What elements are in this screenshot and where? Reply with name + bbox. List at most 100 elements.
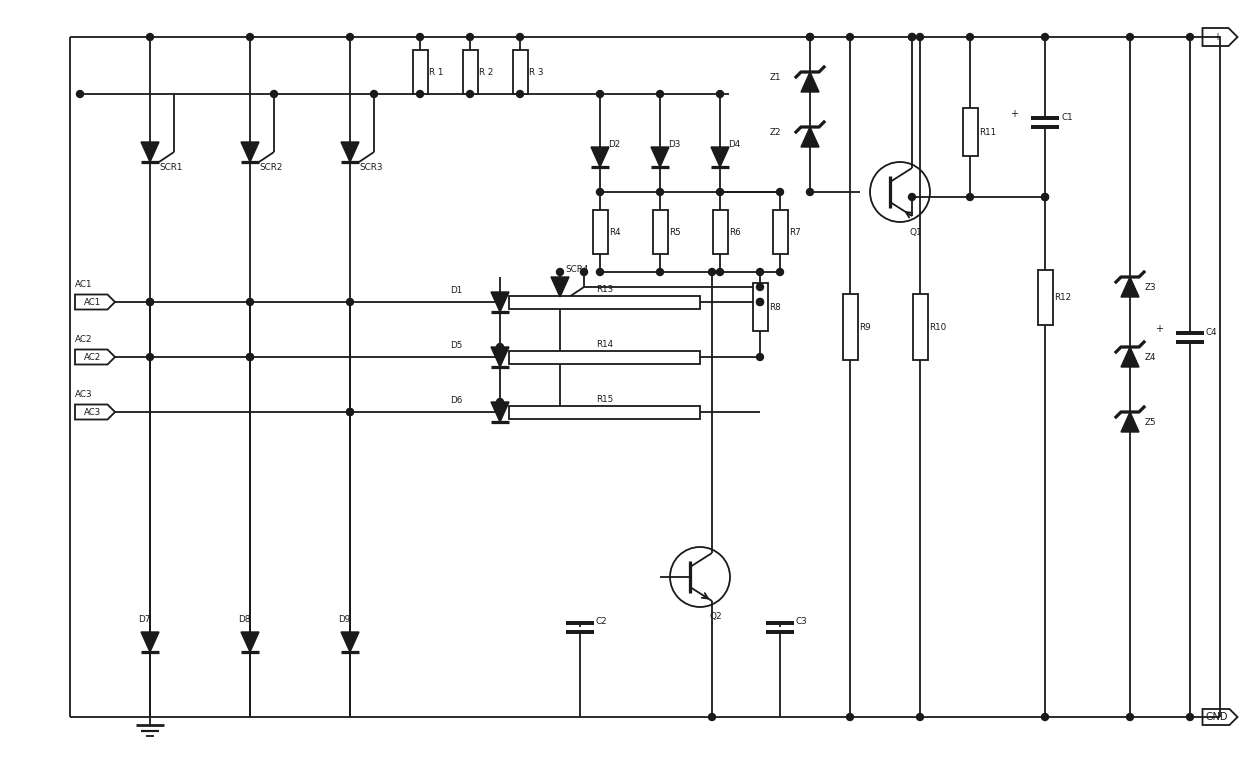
Text: R4: R4 bbox=[609, 228, 621, 236]
Circle shape bbox=[496, 409, 503, 416]
Polygon shape bbox=[141, 632, 159, 652]
Text: GND: GND bbox=[1205, 712, 1229, 722]
Text: D7: D7 bbox=[138, 615, 150, 625]
Text: D6: D6 bbox=[450, 395, 463, 404]
Circle shape bbox=[916, 714, 924, 721]
Text: AC1: AC1 bbox=[74, 279, 93, 288]
Bar bbox=[913, 294, 928, 360]
Text: +: + bbox=[1011, 109, 1018, 119]
Circle shape bbox=[247, 298, 253, 306]
Circle shape bbox=[1042, 194, 1049, 201]
Text: R5: R5 bbox=[670, 228, 681, 236]
Circle shape bbox=[596, 91, 604, 98]
Circle shape bbox=[806, 33, 813, 41]
Text: Z2: Z2 bbox=[770, 127, 781, 136]
Text: D5: D5 bbox=[450, 341, 463, 350]
Text: +: + bbox=[1154, 324, 1163, 334]
Circle shape bbox=[247, 33, 253, 41]
Bar bbox=[413, 50, 428, 94]
Polygon shape bbox=[551, 277, 569, 297]
Polygon shape bbox=[651, 147, 670, 167]
Bar bbox=[512, 50, 527, 94]
Text: D2: D2 bbox=[608, 139, 620, 148]
Circle shape bbox=[717, 188, 723, 195]
Circle shape bbox=[776, 188, 784, 195]
Polygon shape bbox=[491, 402, 508, 422]
Circle shape bbox=[466, 91, 474, 98]
Text: D9: D9 bbox=[339, 615, 350, 625]
Text: R14: R14 bbox=[596, 339, 613, 348]
Text: R6: R6 bbox=[729, 228, 740, 236]
Polygon shape bbox=[801, 127, 818, 147]
Polygon shape bbox=[141, 142, 159, 162]
Circle shape bbox=[916, 33, 924, 41]
Bar bbox=[753, 283, 768, 332]
Text: D4: D4 bbox=[728, 139, 740, 148]
Text: Q2: Q2 bbox=[711, 612, 723, 621]
Text: Z1: Z1 bbox=[770, 73, 781, 82]
Circle shape bbox=[806, 188, 813, 195]
Text: D3: D3 bbox=[668, 139, 681, 148]
Polygon shape bbox=[801, 72, 818, 92]
Polygon shape bbox=[1121, 412, 1140, 432]
Circle shape bbox=[146, 33, 154, 41]
Circle shape bbox=[146, 354, 154, 360]
Bar bbox=[842, 294, 858, 360]
Polygon shape bbox=[1121, 277, 1140, 297]
Circle shape bbox=[656, 188, 663, 195]
Bar bbox=[962, 107, 977, 156]
Text: AC3: AC3 bbox=[84, 407, 102, 416]
Text: R10: R10 bbox=[929, 322, 946, 332]
Circle shape bbox=[1187, 714, 1193, 721]
Circle shape bbox=[496, 354, 503, 360]
Circle shape bbox=[656, 269, 663, 276]
Circle shape bbox=[708, 269, 715, 276]
Text: R9: R9 bbox=[859, 322, 870, 332]
Circle shape bbox=[270, 91, 278, 98]
Circle shape bbox=[708, 714, 715, 721]
Text: SCR3: SCR3 bbox=[360, 163, 382, 172]
Text: Q1: Q1 bbox=[910, 228, 923, 236]
Circle shape bbox=[596, 269, 604, 276]
Circle shape bbox=[346, 409, 353, 416]
Circle shape bbox=[776, 269, 784, 276]
Polygon shape bbox=[491, 347, 508, 367]
Circle shape bbox=[517, 91, 523, 98]
Text: R 3: R 3 bbox=[529, 67, 543, 76]
Circle shape bbox=[580, 269, 588, 276]
Circle shape bbox=[717, 91, 723, 98]
Bar bbox=[508, 406, 701, 419]
Circle shape bbox=[247, 354, 253, 360]
Polygon shape bbox=[711, 147, 729, 167]
Text: R8: R8 bbox=[769, 303, 781, 311]
Text: +: + bbox=[1213, 32, 1221, 42]
Bar bbox=[463, 50, 477, 94]
Circle shape bbox=[346, 33, 353, 41]
Circle shape bbox=[756, 269, 764, 276]
Circle shape bbox=[596, 188, 604, 195]
Text: C2: C2 bbox=[596, 618, 608, 627]
Text: Z5: Z5 bbox=[1145, 418, 1157, 426]
Circle shape bbox=[1126, 33, 1133, 41]
Text: C4: C4 bbox=[1207, 328, 1218, 337]
Text: R 2: R 2 bbox=[479, 67, 494, 76]
Bar bbox=[713, 210, 728, 254]
Circle shape bbox=[77, 91, 83, 98]
Bar bbox=[593, 210, 608, 254]
Circle shape bbox=[966, 33, 973, 41]
Circle shape bbox=[557, 269, 563, 276]
Text: D1: D1 bbox=[450, 285, 463, 294]
Text: D8: D8 bbox=[238, 615, 250, 625]
Circle shape bbox=[909, 194, 915, 201]
Bar bbox=[652, 210, 667, 254]
Circle shape bbox=[1126, 714, 1133, 721]
Circle shape bbox=[1042, 714, 1049, 721]
Polygon shape bbox=[341, 142, 360, 162]
Circle shape bbox=[909, 33, 915, 41]
Bar bbox=[1038, 269, 1053, 325]
Circle shape bbox=[346, 298, 353, 306]
Circle shape bbox=[756, 284, 764, 291]
Circle shape bbox=[417, 33, 424, 41]
Text: AC3: AC3 bbox=[74, 390, 93, 398]
Polygon shape bbox=[591, 147, 609, 167]
